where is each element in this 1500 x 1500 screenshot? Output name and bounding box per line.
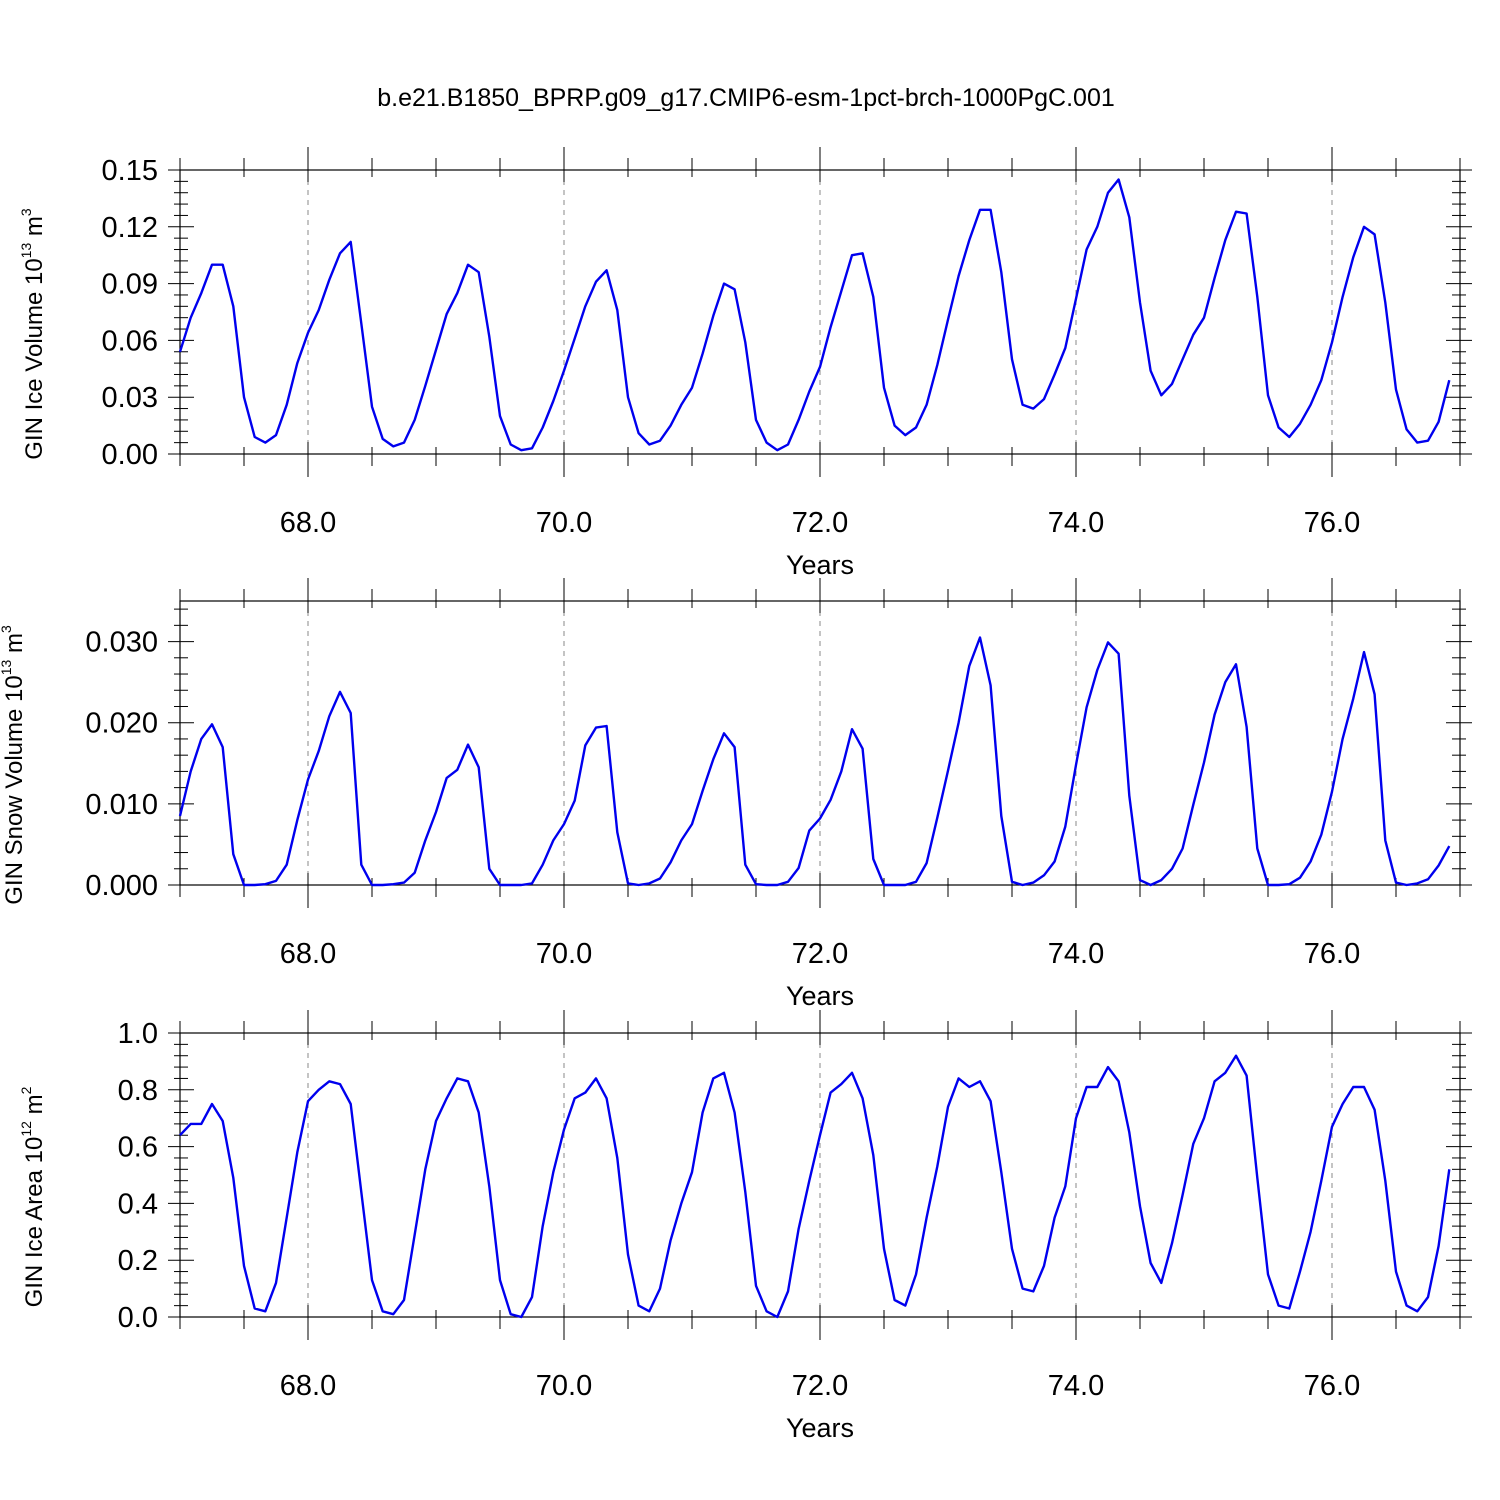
chart-panel-1: 68.0 70.0 72.0 74.0 76.0 0.00 0.03 0.06 0.09 0.12…	[18, 147, 1472, 580]
y-axis-label: GIN Snow Volume 1013 m3	[0, 625, 28, 905]
y-tick-label: 0.2	[118, 1245, 158, 1277]
x-tick-label: 68.0	[280, 938, 336, 970]
x-tick-label: 68.0	[280, 1370, 336, 1402]
y-tick-label: 0.03	[102, 382, 158, 414]
x-axis-label: Years	[786, 981, 854, 1011]
x-tick-label: 76.0	[1304, 938, 1360, 970]
y-tick-label: 0.010	[85, 789, 158, 821]
y-tick-label: 0.12	[102, 212, 158, 244]
y-tick-label: 0.09	[102, 269, 158, 301]
y-tick-label: 0.0	[118, 1302, 158, 1334]
chart-panel-2: 68.0 70.0 72.0 74.0 76.0 0.000 0.010 0.020 0.030…	[0, 578, 1472, 1011]
chart-panel-3: 68.0 70.0 72.0 74.0 76.0 0.0 0.2 0.4 0.6 0.8 1.0 Ye…	[18, 1010, 1472, 1443]
y-tick-label: 0.15	[102, 155, 158, 187]
y-tick-label: 0.000	[85, 870, 158, 902]
y-tick-label: 0.6	[118, 1132, 158, 1164]
x-tick-label: 70.0	[536, 1370, 592, 1402]
x-tick-label: 68.0	[280, 507, 336, 539]
y-axis-label: GIN Ice Volume 1013 m3	[18, 208, 48, 460]
x-tick-label: 74.0	[1048, 507, 1104, 539]
series-line	[178, 636, 1451, 887]
y-axis-label: GIN Ice Area 1012 m2	[18, 1086, 48, 1307]
plot-frame	[179, 169, 1461, 455]
series-line	[179, 1054, 1451, 1319]
x-tick-label: 76.0	[1304, 507, 1360, 539]
plot-frame	[179, 1032, 1461, 1318]
x-tick-label: 70.0	[536, 507, 592, 539]
x-tick-label: 72.0	[792, 1370, 848, 1402]
x-tick-label: 74.0	[1048, 1370, 1104, 1402]
x-axis-label: Years	[786, 1413, 854, 1443]
y-tick-label: 0.00	[102, 439, 158, 471]
x-tick-label: 72.0	[792, 938, 848, 970]
y-tick-label: 0.8	[118, 1075, 158, 1107]
series-line	[178, 178, 1451, 452]
y-tick-label: 0.030	[85, 627, 158, 659]
figure-title: b.e21.B1850_BPRP.g09_g17.CMIP6-esm-1pct-…	[377, 84, 1115, 112]
x-tick-label: 74.0	[1048, 938, 1104, 970]
x-tick-label: 72.0	[792, 507, 848, 539]
y-tick-label: 0.06	[102, 325, 158, 357]
x-axis-label: Years	[786, 550, 854, 580]
y-tick-label: 0.020	[85, 708, 158, 740]
plot-frame	[179, 600, 1461, 886]
x-tick-label: 76.0	[1304, 1370, 1360, 1402]
y-tick-label: 1.0	[118, 1018, 158, 1050]
y-tick-label: 0.4	[118, 1188, 158, 1220]
x-tick-label: 70.0	[536, 938, 592, 970]
